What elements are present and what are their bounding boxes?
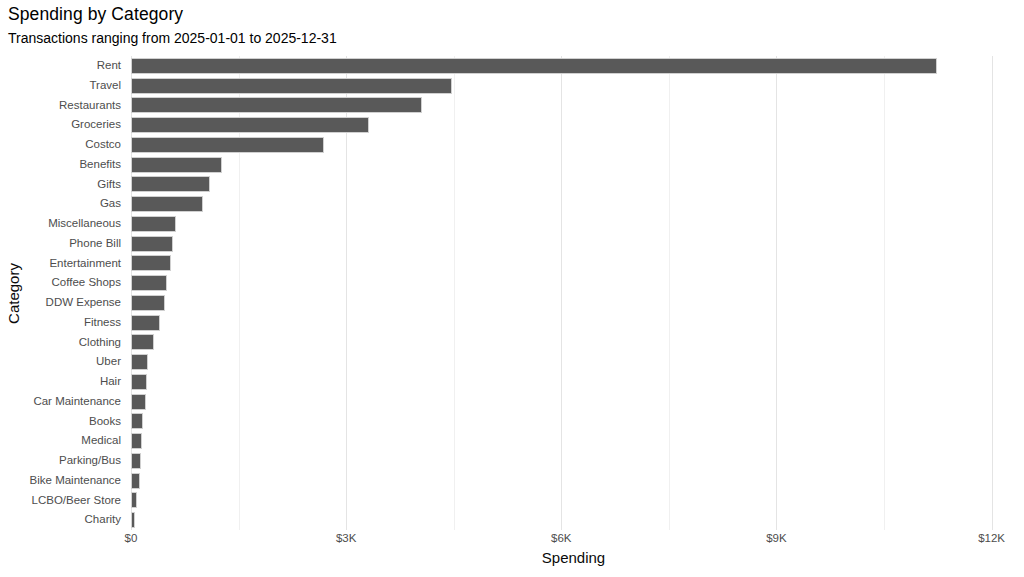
- bar-miscellaneous: [131, 216, 176, 232]
- bar-uber: [131, 354, 148, 370]
- bar-rent: [131, 58, 937, 74]
- bar-row: [131, 76, 1016, 96]
- bar-fitness: [131, 315, 160, 331]
- bar-ddw-expense: [131, 295, 165, 311]
- bar-restaurants: [131, 97, 422, 113]
- plot-panel: [131, 56, 1016, 530]
- bar-travel: [131, 78, 452, 94]
- x-tick-label: $3K: [336, 532, 356, 544]
- bar-row: [131, 175, 1016, 195]
- category-label: Fitness: [0, 313, 126, 333]
- x-tick-label: $12K: [978, 532, 1005, 544]
- bar-row: [131, 392, 1016, 412]
- category-label: Gifts: [0, 175, 126, 195]
- bar-lcbo-beer-store: [131, 492, 137, 508]
- bar-row: [131, 194, 1016, 214]
- bar-gas: [131, 196, 203, 212]
- x-axis-tick-labels: $0$3K$6K$9K$12K: [131, 532, 1016, 546]
- bar-row: [131, 135, 1016, 155]
- bar-hair: [131, 374, 147, 390]
- bar-clothing: [131, 334, 154, 350]
- y-axis-tick-labels: RentTravelRestaurantsGroceriesCostcoBene…: [0, 56, 126, 530]
- bar-gifts: [131, 176, 210, 192]
- bar-row: [131, 333, 1016, 353]
- chart-subtitle: Transactions ranging from 2025-01-01 to …: [8, 30, 337, 46]
- bar-row: [131, 234, 1016, 254]
- bar-parking-bus: [131, 453, 141, 469]
- bar-phone-bill: [131, 236, 173, 252]
- category-label: DDW Expense: [0, 293, 126, 313]
- bar-car-maintenance: [131, 394, 146, 410]
- bar-costco: [131, 137, 324, 153]
- category-label: Phone Bill: [0, 234, 126, 254]
- bar-row: [131, 96, 1016, 116]
- category-label: Books: [0, 412, 126, 432]
- bar-row: [131, 372, 1016, 392]
- category-label: Costco: [0, 135, 126, 155]
- bar-entertainment: [131, 255, 171, 271]
- x-tick-label: $9K: [766, 532, 786, 544]
- category-label: Miscellaneous: [0, 214, 126, 234]
- bar-coffee-shops: [131, 275, 167, 291]
- bar-row: [131, 471, 1016, 491]
- bar-books: [131, 413, 143, 429]
- category-label: Uber: [0, 352, 126, 372]
- spending-by-category-chart: Spending by Category Transactions rangin…: [0, 0, 1024, 577]
- bar-row: [131, 313, 1016, 333]
- category-label: Entertainment: [0, 254, 126, 274]
- bar-row: [131, 56, 1016, 76]
- bar-bike-maintenance: [131, 473, 140, 489]
- category-label: Hair: [0, 372, 126, 392]
- bar-row: [131, 273, 1016, 293]
- category-label: Groceries: [0, 115, 126, 135]
- bar-benefits: [131, 157, 222, 173]
- bar-row: [131, 254, 1016, 274]
- bar-row: [131, 352, 1016, 372]
- x-axis-title: Spending: [131, 549, 1016, 566]
- bar-row: [131, 491, 1016, 511]
- category-label: Clothing: [0, 333, 126, 353]
- x-tick-label: $6K: [551, 532, 571, 544]
- x-tick-label: $0: [125, 532, 138, 544]
- category-label: Restaurants: [0, 96, 126, 116]
- bar-row: [131, 155, 1016, 175]
- bar-charity: [131, 512, 135, 528]
- chart-title: Spending by Category: [8, 4, 183, 25]
- category-label: LCBO/Beer Store: [0, 491, 126, 511]
- bar-groceries: [131, 117, 369, 133]
- bar-medical: [131, 433, 142, 449]
- category-label: Rent: [0, 56, 126, 76]
- category-label: Parking/Bus: [0, 451, 126, 471]
- category-label: Coffee Shops: [0, 273, 126, 293]
- category-label: Benefits: [0, 155, 126, 175]
- bar-row: [131, 431, 1016, 451]
- bar-row: [131, 214, 1016, 234]
- category-label: Bike Maintenance: [0, 471, 126, 491]
- category-label: Charity: [0, 510, 126, 530]
- bar-row: [131, 510, 1016, 530]
- category-label: Gas: [0, 194, 126, 214]
- category-label: Car Maintenance: [0, 392, 126, 412]
- bar-row: [131, 451, 1016, 471]
- bar-row: [131, 412, 1016, 432]
- bars-layer: [131, 56, 1016, 530]
- bar-row: [131, 293, 1016, 313]
- bar-row: [131, 115, 1016, 135]
- category-label: Medical: [0, 431, 126, 451]
- category-label: Travel: [0, 76, 126, 96]
